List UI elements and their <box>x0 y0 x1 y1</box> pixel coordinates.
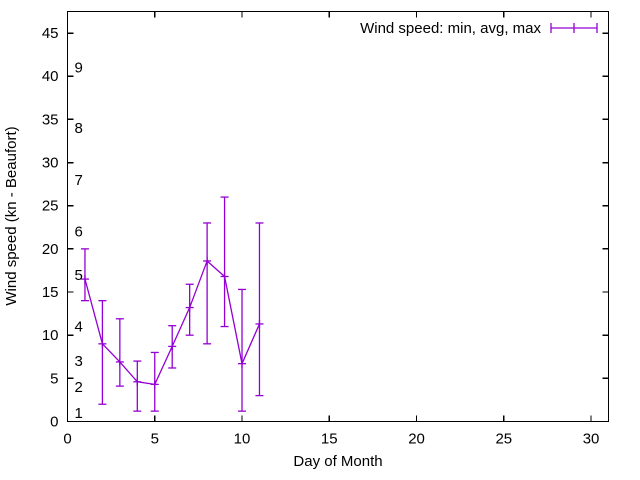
x-axis-tick-labels: 0 5 10 15 20 25 30 <box>63 431 599 448</box>
x-tick-label: 20 <box>408 431 425 448</box>
y-tick-label: 0 <box>50 414 58 431</box>
beaufort-label-3: 3 <box>75 353 83 370</box>
legend: Wind speed: min, avg, max <box>360 20 598 37</box>
x-tick-label: 0 <box>63 431 71 448</box>
beaufort-scale-labels: 1 2 3 4 5 6 7 8 9 <box>75 60 83 422</box>
legend-item-label: Wind speed: min, avg, max <box>360 20 541 37</box>
x-tick-label: 15 <box>321 431 338 448</box>
error-bar <box>115 318 124 387</box>
y-tick-label: 15 <box>42 284 59 301</box>
beaufort-label-8: 8 <box>75 120 83 137</box>
beaufort-label-1: 1 <box>75 405 83 422</box>
error-bar <box>238 288 247 412</box>
y-tick-label: 20 <box>42 241 59 258</box>
beaufort-label-2: 2 <box>75 379 83 396</box>
error-bar <box>255 222 264 397</box>
error-bar <box>203 222 212 345</box>
error-bar <box>220 196 229 328</box>
y-tick-label: 40 <box>42 68 59 85</box>
series-0 <box>80 196 264 412</box>
legend-errorbar-sample <box>550 23 598 33</box>
y-tick-label: 35 <box>42 111 59 128</box>
beaufort-label-7: 7 <box>75 172 83 189</box>
y-axis-title: Wind speed (kn - Beaufort) <box>3 126 20 305</box>
x-tick-label: 10 <box>234 431 251 448</box>
beaufort-label-5: 5 <box>75 267 83 284</box>
y-tick-label: 45 <box>42 25 59 42</box>
x-tick-label: 5 <box>151 431 159 448</box>
y-tick-label: 10 <box>42 327 59 344</box>
y-axis-tick-labels: 0 5 10 15 20 25 30 35 40 45 <box>42 25 59 430</box>
x-tick-label: 30 <box>583 431 600 448</box>
beaufort-label-6: 6 <box>75 224 83 241</box>
y-axis-ticks <box>67 32 609 423</box>
y-tick-label: 5 <box>50 370 58 387</box>
beaufort-label-4: 4 <box>75 319 83 336</box>
error-bar <box>133 360 142 412</box>
x-tick-label: 25 <box>495 431 512 448</box>
error-bar <box>80 248 89 302</box>
data-series-layer <box>80 196 264 412</box>
y-tick-label: 30 <box>42 155 59 172</box>
beaufort-label-9: 9 <box>75 60 83 77</box>
error-bar <box>98 300 107 405</box>
x-axis-title: Day of Month <box>293 453 382 470</box>
x-axis-ticks <box>66 11 592 422</box>
y-tick-label: 25 <box>42 198 59 215</box>
